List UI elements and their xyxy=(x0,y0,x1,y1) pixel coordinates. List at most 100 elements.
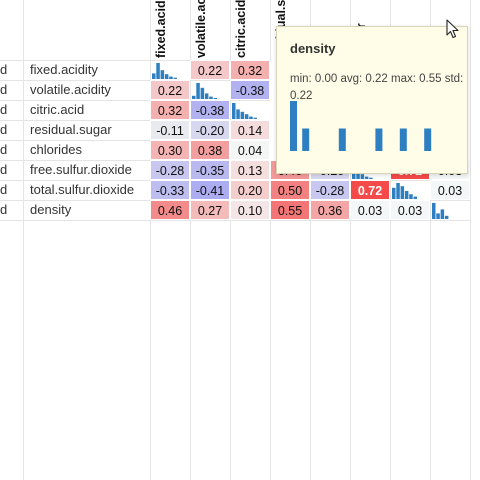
histogram-bar xyxy=(444,215,449,219)
column-header[interactable]: citric.acid xyxy=(230,0,270,60)
correlation-cell[interactable]: 0.50 xyxy=(270,180,310,200)
diagonal-histogram xyxy=(190,80,230,100)
grid-line-vertical xyxy=(230,0,231,480)
histogram-bar xyxy=(169,76,173,79)
grid-line-horizontal xyxy=(0,220,470,221)
row-prefix: d xyxy=(0,162,8,177)
histogram-bar xyxy=(413,196,417,199)
column-header-label: citric.acid xyxy=(234,0,248,58)
histogram-bar xyxy=(369,177,373,179)
correlation-cell[interactable]: 0.20 xyxy=(230,180,270,200)
histogram-bar xyxy=(236,109,240,119)
tooltip-histogram-bar xyxy=(338,128,346,151)
correlation-cell[interactable]: 0.10 xyxy=(230,200,270,220)
correlation-cell[interactable]: 0.27 xyxy=(190,200,230,220)
grid-line-vertical xyxy=(190,0,191,480)
grid-line-vertical xyxy=(430,0,431,480)
histogram-sparkline xyxy=(432,203,449,219)
histogram-sparkline xyxy=(232,103,257,119)
mouse-cursor-icon xyxy=(446,19,459,39)
row-label[interactable]: volatile.acidity xyxy=(30,82,111,97)
correlation-cell[interactable]: 0.36 xyxy=(310,200,350,220)
row-label[interactable]: chlorides xyxy=(30,142,83,157)
column-header-label: volatile.ac xyxy=(194,0,208,58)
correlation-cell[interactable]: 0.22 xyxy=(190,60,230,80)
correlation-cell[interactable]: 0.72 xyxy=(350,180,390,200)
histogram-bar xyxy=(209,96,213,99)
histogram-bar xyxy=(232,103,236,119)
column-header[interactable]: volatile.ac xyxy=(190,0,230,60)
grid-line-vertical xyxy=(270,0,271,480)
histogram-bar xyxy=(432,203,436,219)
correlation-cell[interactable]: 0.38 xyxy=(190,140,230,160)
grid-line-vertical xyxy=(150,0,151,480)
histogram-bar xyxy=(213,98,217,99)
row-label[interactable]: fixed.acidity xyxy=(30,62,98,77)
histogram-bar xyxy=(356,171,360,179)
correlation-cell[interactable]: 0.04 xyxy=(230,140,270,160)
grid-line-horizontal xyxy=(0,100,470,101)
diagonal-histogram xyxy=(430,200,470,220)
correlation-cell[interactable]: -0.11 xyxy=(150,120,190,140)
correlation-cell[interactable]: -0.33 xyxy=(150,180,190,200)
correlation-cell[interactable]: 0.03 xyxy=(390,200,430,220)
row-label[interactable]: total.sulfur.dioxide xyxy=(30,182,135,197)
tooltip-histogram-bar xyxy=(302,128,310,151)
histogram-bar xyxy=(253,117,257,119)
correlation-cell[interactable]: -0.20 xyxy=(190,120,230,140)
correlation-cell[interactable]: 0.32 xyxy=(150,100,190,120)
correlation-cell[interactable]: 0.03 xyxy=(350,200,390,220)
correlation-cell[interactable]: -0.35 xyxy=(190,160,230,180)
column-tooltip: density min: 0.00 avg: 0.22 max: 0.55 st… xyxy=(276,26,468,174)
row-prefix: d xyxy=(0,62,8,77)
histogram-bar xyxy=(204,93,209,99)
histogram-bar xyxy=(249,116,253,119)
row-prefix: d xyxy=(0,182,8,197)
histogram-bar xyxy=(392,187,396,199)
correlation-cell[interactable]: 0.55 xyxy=(270,200,310,220)
tooltip-histogram-bar xyxy=(399,128,407,151)
histogram-bar xyxy=(400,186,405,199)
histogram-bar xyxy=(364,176,369,179)
histogram-bar xyxy=(244,114,249,119)
tooltip-stats: min: 0.00 avg: 0.22 max: 0.55 std: 0.22 xyxy=(290,73,464,102)
row-prefix: d xyxy=(0,122,8,137)
correlation-cell[interactable]: -0.28 xyxy=(150,160,190,180)
grid-line-vertical xyxy=(310,0,311,480)
row-prefix: d xyxy=(0,102,8,117)
histogram-sparkline xyxy=(392,183,417,199)
row-label[interactable]: residual.sugar xyxy=(30,122,112,137)
histogram-sparkline xyxy=(192,83,217,99)
diagonal-histogram xyxy=(150,60,190,80)
histogram-bar xyxy=(173,77,177,79)
correlation-cell[interactable]: 0.46 xyxy=(150,200,190,220)
histogram-bar xyxy=(196,83,200,99)
correlation-cell[interactable]: 0.22 xyxy=(150,80,190,100)
correlation-cell[interactable]: -0.28 xyxy=(310,180,350,200)
row-label[interactable]: density xyxy=(30,202,72,217)
column-header[interactable]: fixed.acidi xyxy=(150,0,190,60)
row-prefix: d xyxy=(0,82,8,97)
histogram-bar xyxy=(200,87,205,99)
histogram-bar xyxy=(396,183,400,199)
correlation-cell[interactable]: -0.38 xyxy=(190,100,230,120)
correlation-cell[interactable]: 0.13 xyxy=(230,160,270,180)
tooltip-histogram-bar xyxy=(290,101,297,151)
correlation-cell[interactable]: -0.38 xyxy=(230,80,270,100)
row-label[interactable]: citric.acid xyxy=(30,102,85,117)
diagonal-histogram xyxy=(390,180,430,200)
histogram-sparkline xyxy=(152,63,177,79)
histogram-bar xyxy=(192,95,196,99)
tooltip-histogram-bar xyxy=(375,128,383,151)
histogram-bar xyxy=(409,194,413,199)
correlation-cell[interactable]: 0.30 xyxy=(150,140,190,160)
row-prefix: d xyxy=(0,142,8,157)
row-label[interactable]: free.sulfur.dioxide xyxy=(30,162,132,177)
correlation-cell[interactable]: 0.14 xyxy=(230,120,270,140)
histogram-bar xyxy=(440,209,445,219)
correlation-cell[interactable]: 0.32 xyxy=(230,60,270,80)
correlation-cell[interactable]: -0.41 xyxy=(190,180,230,200)
histogram-bar xyxy=(436,213,440,219)
correlation-cell[interactable]: 0.03 xyxy=(430,180,470,200)
